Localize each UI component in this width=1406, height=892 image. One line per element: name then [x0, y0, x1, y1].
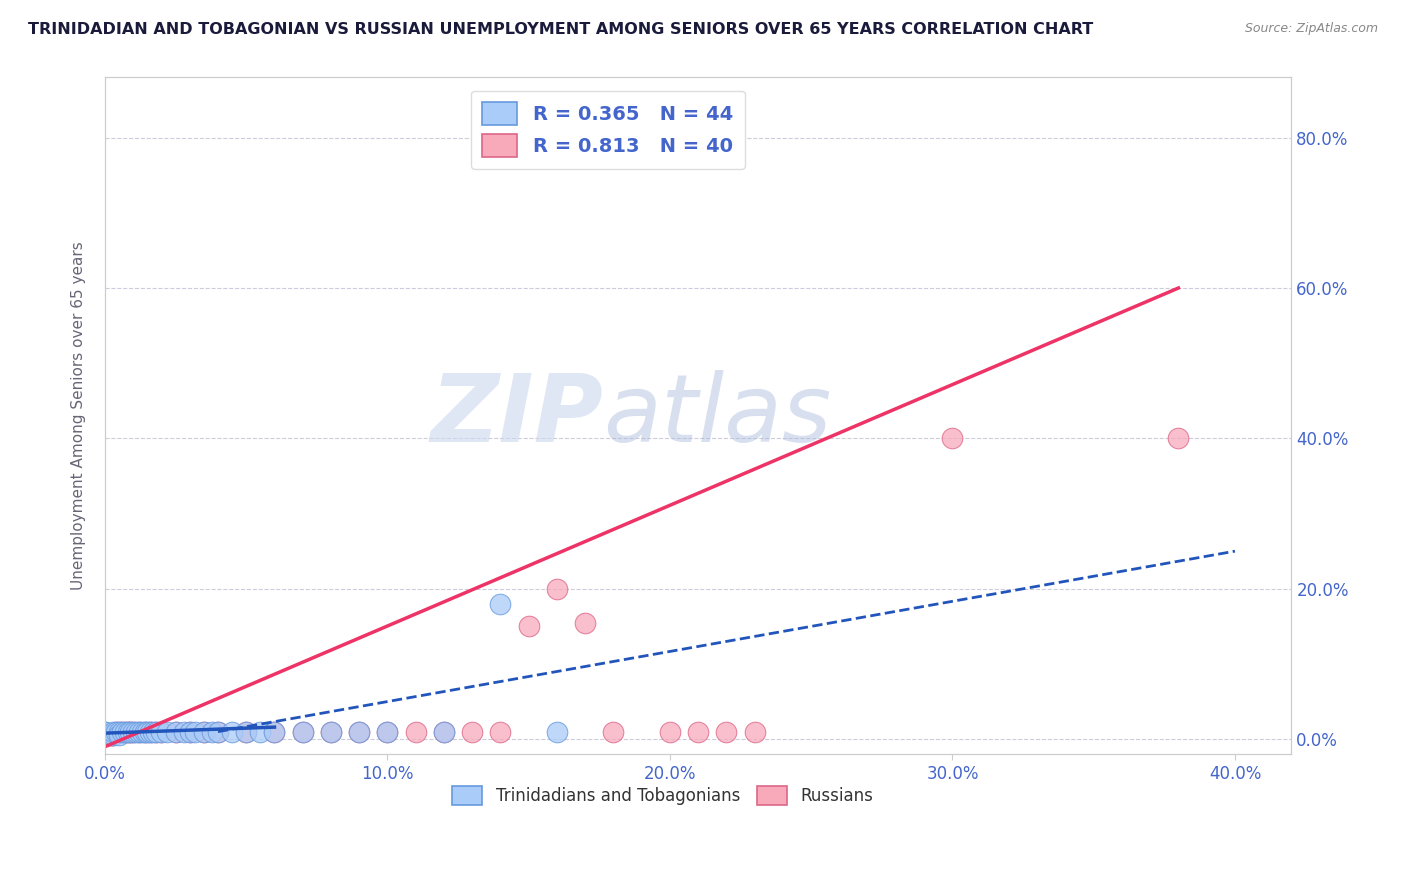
Point: [94, 728, 117, 742]
Point: [165, 724, 187, 739]
Point: [659, 724, 682, 739]
Point: [105, 724, 128, 739]
Point: [150, 724, 173, 739]
Text: ZIP: ZIP: [430, 370, 603, 462]
Point: [207, 724, 229, 739]
Point: [263, 724, 285, 739]
Point: [716, 724, 738, 739]
Point: [156, 724, 179, 739]
Point: [207, 724, 229, 739]
Point: [131, 724, 153, 739]
Point: [94, 724, 117, 739]
Point: [489, 597, 512, 611]
Point: [97, 728, 120, 742]
Point: [108, 728, 131, 742]
Point: [349, 724, 371, 739]
Point: [461, 724, 484, 739]
Point: [103, 728, 125, 742]
Point: [433, 724, 456, 739]
Point: [139, 724, 162, 739]
Point: [489, 724, 512, 739]
Point: [193, 724, 215, 739]
Point: [134, 724, 156, 739]
Point: [150, 724, 173, 739]
Point: [235, 724, 257, 739]
Point: [117, 724, 139, 739]
Point: [136, 724, 159, 739]
Point: [108, 724, 131, 739]
Point: [193, 724, 215, 739]
Point: [179, 724, 201, 739]
Point: [173, 724, 195, 739]
Point: [744, 724, 766, 739]
Point: [94, 728, 117, 742]
Y-axis label: Unemployment Among Seniors over 65 years: Unemployment Among Seniors over 65 years: [72, 242, 86, 591]
Point: [546, 724, 568, 739]
Point: [179, 724, 201, 739]
Point: [94, 724, 117, 739]
Point: [221, 724, 243, 739]
Point: [120, 724, 142, 739]
Point: [377, 724, 399, 739]
Point: [114, 724, 136, 739]
Point: [111, 724, 134, 739]
Point: [1167, 431, 1189, 445]
Point: [145, 724, 167, 739]
Text: Source: ZipAtlas.com: Source: ZipAtlas.com: [1244, 22, 1378, 36]
Point: [139, 724, 162, 739]
Point: [319, 724, 342, 739]
Point: [134, 724, 156, 739]
Point: [100, 728, 122, 742]
Point: [100, 728, 122, 742]
Point: [574, 615, 596, 630]
Point: [184, 724, 207, 739]
Point: [142, 724, 165, 739]
Point: [122, 724, 145, 739]
Point: [235, 724, 257, 739]
Point: [405, 724, 427, 739]
Legend: Trinidadians and Tobagonians, Russians: Trinidadians and Tobagonians, Russians: [444, 778, 882, 814]
Point: [128, 724, 150, 739]
Point: [117, 724, 139, 739]
Point: [111, 724, 134, 739]
Text: atlas: atlas: [603, 370, 831, 461]
Point: [165, 724, 187, 739]
Point: [546, 582, 568, 596]
Point: [688, 724, 710, 739]
Point: [94, 728, 117, 742]
Point: [120, 724, 142, 739]
Point: [201, 724, 224, 739]
Point: [125, 724, 148, 739]
Point: [291, 724, 314, 739]
Point: [291, 724, 314, 739]
Point: [122, 724, 145, 739]
Point: [128, 724, 150, 739]
Point: [145, 724, 167, 739]
Point: [108, 724, 131, 739]
Point: [103, 724, 125, 739]
Point: [517, 619, 540, 633]
Point: [349, 724, 371, 739]
Text: TRINIDADIAN AND TOBAGONIAN VS RUSSIAN UNEMPLOYMENT AMONG SENIORS OVER 65 YEARS C: TRINIDADIAN AND TOBAGONIAN VS RUSSIAN UN…: [28, 22, 1094, 37]
Point: [103, 728, 125, 742]
Point: [319, 724, 342, 739]
Point: [105, 724, 128, 739]
Point: [249, 724, 271, 739]
Point: [97, 728, 120, 742]
Point: [377, 724, 399, 739]
Point: [433, 724, 456, 739]
Point: [263, 724, 285, 739]
Point: [602, 724, 624, 739]
Point: [941, 431, 963, 445]
Point: [114, 724, 136, 739]
